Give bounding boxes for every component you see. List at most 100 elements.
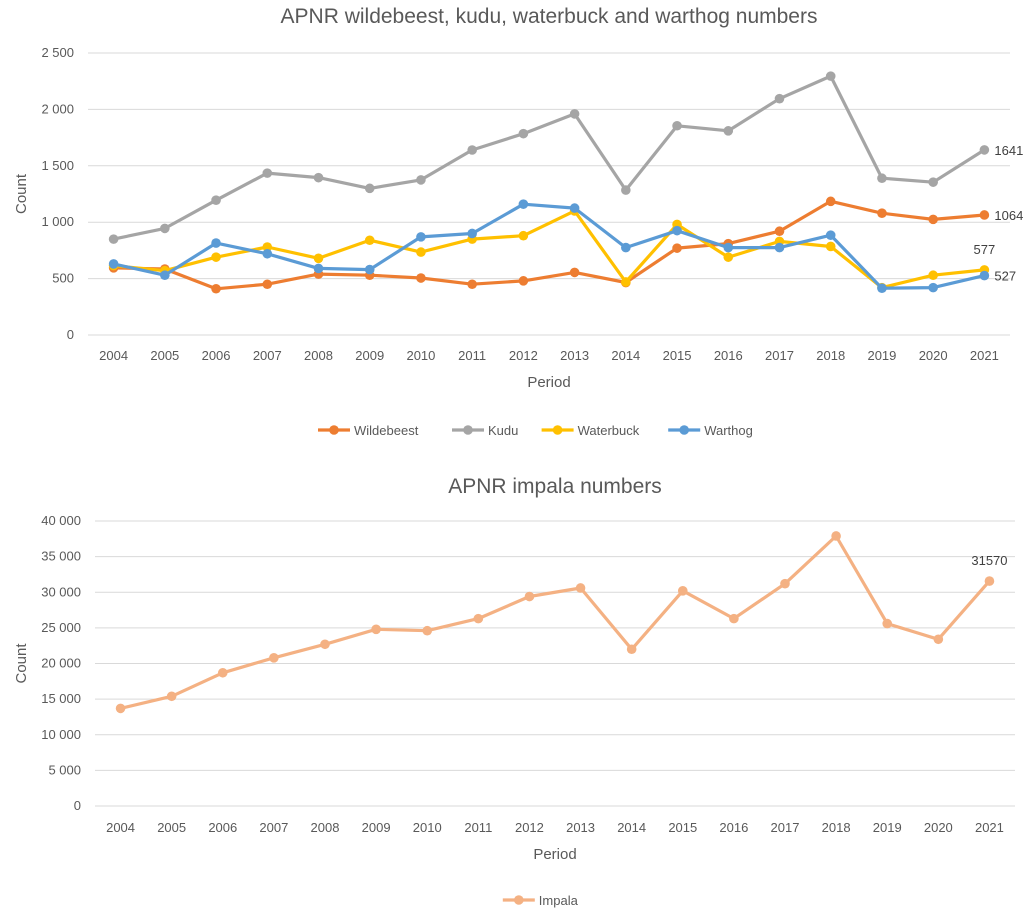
y-tick-label: 10 000 (41, 727, 81, 742)
y-tick-label: 30 000 (41, 584, 81, 599)
y-tick-label: 2 500 (41, 45, 74, 60)
impala-point (217, 667, 228, 678)
x-tick-label: 2008 (311, 820, 340, 835)
y-tick-label: 40 000 (41, 513, 81, 528)
x-tick-label: 2018 (822, 820, 851, 835)
legend-marker-kudu (463, 425, 473, 435)
data-label: 1641 (994, 143, 1023, 158)
x-tick-label: 2008 (304, 348, 333, 363)
x-tick-label: 2011 (458, 348, 486, 363)
y-axis-title: Count (13, 173, 30, 214)
x-tick-label: 2019 (873, 820, 902, 835)
kudu-point (211, 195, 221, 206)
impala-point (166, 691, 177, 702)
wildebeest-point (518, 276, 529, 286)
y-tick-label: 0 (74, 798, 81, 813)
legend-label-impala: Impala (539, 893, 579, 908)
legend-label-wildebeest: Wildebeest (354, 423, 419, 438)
data-label: 577 (974, 242, 996, 257)
x-tick-label: 2009 (362, 820, 391, 835)
impala-point (729, 613, 739, 624)
legend-marker-waterbuck (552, 425, 563, 435)
impala-point (575, 583, 586, 593)
waterbuck-point (262, 242, 273, 252)
wildebeest-point (262, 279, 273, 290)
x-tick-label: 2004 (99, 348, 128, 363)
chart-1: APNR wildebeest, kudu, waterbuck and war… (13, 5, 1023, 438)
wildebeest-point (825, 196, 836, 207)
impala-point (984, 576, 995, 586)
legend-label-warthog: Warthog (704, 423, 753, 438)
series-warthog (108, 199, 990, 293)
legend-label-kudu: Kudu (488, 423, 518, 438)
y-tick-label: 15 000 (41, 691, 81, 706)
impala-point (422, 625, 433, 636)
warthog-point (262, 248, 273, 259)
wildebeest-point (569, 267, 580, 278)
y-tick-label: 500 (52, 271, 74, 286)
legend-marker-wildebeest (329, 425, 339, 435)
x-tick-label: 2011 (464, 820, 492, 835)
x-tick-label: 2015 (663, 348, 692, 363)
x-tick-label: 2009 (355, 348, 384, 363)
x-tick-label: 2013 (560, 348, 589, 363)
impala-point (780, 578, 790, 589)
x-tick-label: 2014 (617, 820, 646, 835)
impala-point (115, 703, 126, 714)
y-tick-label: 1 000 (41, 214, 74, 229)
impala-point (320, 639, 330, 650)
x-tick-label: 2016 (719, 820, 748, 835)
kudu-point (672, 120, 682, 131)
waterbuck-point (364, 235, 375, 246)
x-tick-label: 2007 (253, 348, 282, 363)
warthog-point (108, 259, 119, 269)
legend-marker-warthog (679, 425, 689, 435)
impala-point (626, 644, 637, 655)
x-tick-label: 2021 (975, 820, 1004, 835)
wildebeest-point (416, 273, 426, 283)
x-tick-label: 2020 (919, 348, 948, 363)
kudu-point (621, 185, 631, 195)
warthog-line (111, 202, 987, 290)
x-tick-label: 2021 (970, 348, 999, 363)
x-tick-label: 2007 (259, 820, 288, 835)
legend: Wildebeest Kudu Waterbuck Warthog (318, 423, 753, 438)
y-tick-label: 0 (67, 327, 74, 342)
series-impala (115, 531, 995, 714)
kudu-point (825, 71, 836, 81)
warthog-point (979, 270, 990, 281)
x-tick-label: 2010 (406, 348, 435, 363)
waterbuck-point (313, 253, 324, 264)
data-label: 31570 (971, 553, 1007, 568)
x-tick-label: 2019 (867, 348, 896, 363)
y-tick-label: 35 000 (41, 549, 81, 564)
y-tick-label: 1 500 (41, 158, 74, 173)
wildebeest-point (467, 279, 477, 290)
warthog-point (416, 232, 426, 242)
warthog-point (467, 228, 477, 239)
waterbuck-point (211, 252, 221, 262)
x-tick-label: 2010 (413, 820, 442, 835)
wildebeest-point (928, 214, 938, 225)
warthog-point (672, 225, 682, 236)
x-tick-label: 2014 (611, 348, 640, 363)
waterbuck-point (518, 230, 529, 241)
warthog-point (825, 230, 836, 240)
x-axis-title: Period (527, 374, 570, 391)
chart-2: APNR impala numbers 0 5 000 10 000 15 000 20 … (13, 475, 1015, 908)
warthog-point (569, 203, 580, 213)
waterbuck-point (928, 270, 938, 281)
x-tick-label: 2017 (771, 820, 800, 835)
waterbuck-line (111, 209, 987, 290)
warthog-point (518, 199, 529, 209)
kudu-point (467, 145, 477, 155)
warthog-point (723, 242, 734, 253)
legend: Impala (502, 893, 579, 908)
warthog-point (211, 238, 221, 248)
waterbuck-point (723, 252, 734, 262)
x-tick-label: 2005 (150, 348, 179, 363)
wildebeest-point (877, 208, 887, 218)
warthog-point (928, 282, 938, 293)
series-kudu (108, 71, 990, 244)
